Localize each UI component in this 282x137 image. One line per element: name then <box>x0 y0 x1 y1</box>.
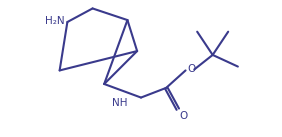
Text: O: O <box>188 65 196 75</box>
Text: H₂N: H₂N <box>45 16 65 26</box>
Text: O: O <box>180 111 188 121</box>
Text: NH: NH <box>112 98 127 108</box>
